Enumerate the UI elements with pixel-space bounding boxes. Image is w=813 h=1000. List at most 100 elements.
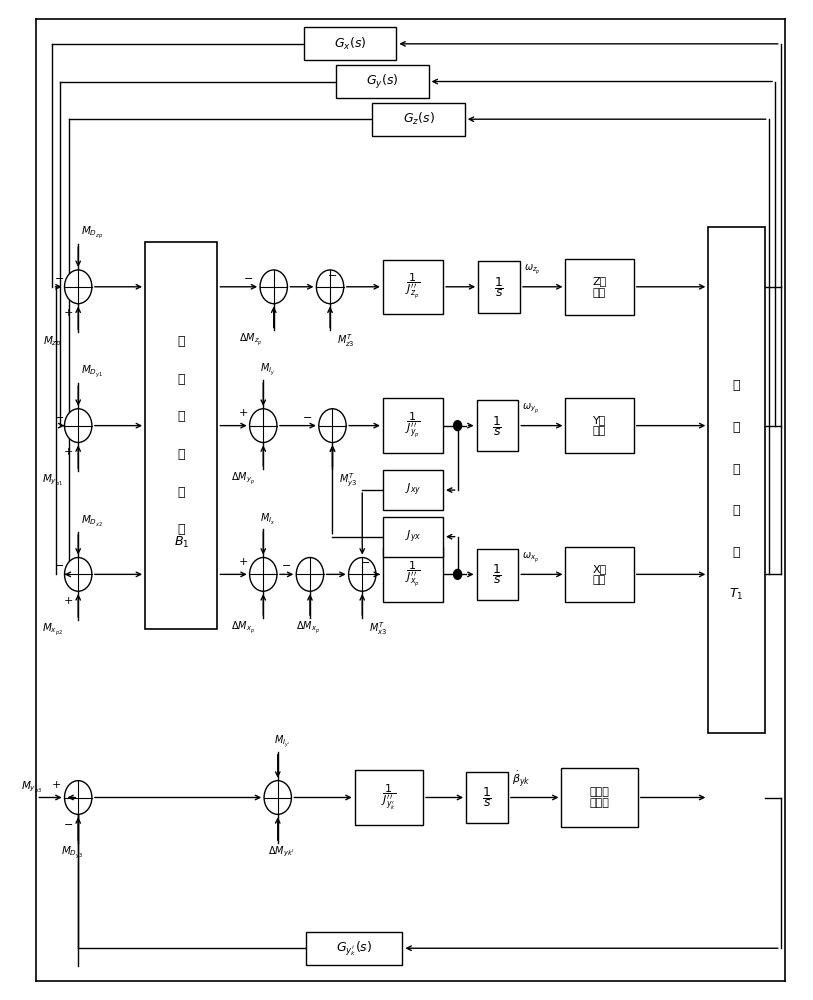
Text: 力: 力: [177, 335, 185, 348]
Circle shape: [64, 558, 92, 591]
Text: $\dfrac{1}{s}$: $\dfrac{1}{s}$: [493, 562, 502, 586]
Circle shape: [454, 569, 462, 579]
Text: $+$: $+$: [238, 556, 248, 567]
Circle shape: [316, 270, 344, 304]
Text: $-$: $-$: [359, 556, 370, 566]
Text: $T_1$: $T_1$: [729, 587, 744, 602]
Circle shape: [264, 781, 291, 814]
Bar: [708, 227, 764, 733]
Bar: [336, 65, 428, 98]
Bar: [383, 470, 443, 510]
Bar: [304, 27, 397, 60]
Text: 换: 换: [177, 448, 185, 461]
Text: $\dfrac{1}{J_{y_p}^{\prime\prime}}$: $\dfrac{1}{J_{y_p}^{\prime\prime}}$: [405, 411, 421, 440]
Bar: [478, 261, 520, 313]
Text: $\dfrac{1}{s}$: $\dfrac{1}{s}$: [494, 275, 504, 299]
Circle shape: [319, 409, 346, 442]
Text: $M_{zp}$: $M_{zp}$: [43, 334, 62, 349]
Circle shape: [296, 558, 324, 591]
Bar: [466, 772, 508, 823]
Text: 空: 空: [733, 379, 740, 392]
Text: $B_1$: $B_1$: [173, 535, 189, 550]
Text: 矩: 矩: [177, 373, 185, 386]
Text: $+$: $+$: [63, 595, 73, 606]
Circle shape: [454, 421, 462, 431]
Text: $+$: $+$: [50, 779, 61, 790]
Circle shape: [64, 270, 92, 304]
Text: $-$: $-$: [302, 411, 312, 421]
Text: $M_{y_{p1}}$: $M_{y_{p1}}$: [41, 473, 63, 489]
Text: $-$: $-$: [63, 818, 73, 828]
Text: $\Delta M_{x_p}$: $\Delta M_{x_p}$: [296, 620, 320, 636]
Text: $\omega_{z_p}$: $\omega_{z_p}$: [524, 263, 541, 277]
Text: $-$: $-$: [54, 411, 64, 421]
Text: $M_{I_{y'}}$: $M_{I_{y'}}$: [274, 734, 290, 750]
Text: $-$: $-$: [328, 269, 337, 279]
Text: $M_{I_y}$: $M_{I_y}$: [259, 362, 275, 378]
Bar: [372, 103, 465, 136]
Bar: [354, 770, 423, 825]
Text: 耦: 耦: [733, 504, 740, 517]
Text: $\Delta M_{y_p}$: $\Delta M_{y_p}$: [231, 471, 255, 487]
Text: $\dfrac{1}{J_{z_p}^{\prime\prime}}$: $\dfrac{1}{J_{z_p}^{\prime\prime}}$: [406, 272, 420, 301]
Text: $G_z(s)$: $G_z(s)$: [402, 111, 434, 127]
Circle shape: [260, 270, 288, 304]
Bar: [383, 398, 443, 453]
Text: Z陀
螺仪: Z陀 螺仪: [593, 276, 606, 298]
Bar: [476, 400, 519, 451]
Text: $\Delta M_{z_p}$: $\Delta M_{z_p}$: [240, 332, 263, 348]
Text: $-$: $-$: [243, 272, 254, 282]
Text: $J_{yx}$: $J_{yx}$: [405, 528, 421, 545]
Bar: [145, 242, 217, 629]
Text: $\dfrac{1}{J_{x_p}^{\prime\prime}}$: $\dfrac{1}{J_{x_p}^{\prime\prime}}$: [405, 560, 421, 589]
Text: $\Delta M_{yk'}$: $\Delta M_{yk'}$: [268, 845, 295, 859]
Text: $M_{D_{y3}}$: $M_{D_{y3}}$: [60, 845, 83, 861]
Text: $\dfrac{1}{s}$: $\dfrac{1}{s}$: [493, 414, 502, 438]
Text: $G_x(s)$: $G_x(s)$: [334, 36, 367, 52]
Text: $\omega_{y_p}$: $\omega_{y_p}$: [523, 402, 539, 416]
Bar: [562, 768, 638, 827]
Text: $M_{y_{p3}}$: $M_{y_{p3}}$: [21, 780, 42, 796]
Text: Y陀
螺仪: Y陀 螺仪: [593, 415, 606, 436]
Circle shape: [349, 558, 376, 591]
Text: $+$: $+$: [63, 446, 73, 457]
Circle shape: [64, 781, 92, 814]
Bar: [476, 549, 519, 600]
Text: $+$: $+$: [63, 307, 73, 318]
Text: $+$: $+$: [238, 407, 248, 418]
Text: $\omega_{x_p}$: $\omega_{x_p}$: [523, 550, 539, 565]
Text: $-$: $-$: [54, 559, 64, 569]
Text: 矩: 矩: [177, 486, 185, 499]
Text: X陀
螺仪: X陀 螺仪: [593, 564, 606, 585]
Text: 阵: 阵: [177, 523, 185, 536]
Circle shape: [64, 409, 92, 442]
Bar: [383, 547, 443, 602]
Bar: [383, 260, 443, 314]
Text: $G_y(s)$: $G_y(s)$: [366, 73, 398, 91]
Text: $M_{z3}^T$: $M_{z3}^T$: [337, 332, 355, 349]
Text: 间: 间: [733, 421, 740, 434]
Text: $-$: $-$: [54, 272, 64, 282]
Text: $J_{xy}$: $J_{xy}$: [405, 482, 421, 498]
Circle shape: [250, 558, 277, 591]
Text: $G_{y_k'}(s)$: $G_{y_k'}(s)$: [336, 939, 372, 958]
Text: $\dfrac{1}{J_{y_k'}^{\prime\prime}}$: $\dfrac{1}{J_{y_k'}^{\prime\prime}}$: [381, 783, 397, 812]
Text: 变: 变: [177, 410, 185, 423]
Text: 内环轴
角速率: 内环轴 角速率: [589, 787, 610, 808]
Text: $\dfrac{1}{s}$: $\dfrac{1}{s}$: [482, 786, 492, 809]
Text: $M_{D_{zp}}$: $M_{D_{zp}}$: [80, 225, 102, 241]
Text: 解: 解: [733, 463, 740, 476]
Bar: [565, 398, 634, 453]
Text: $M_{D_{y1}}$: $M_{D_{y1}}$: [80, 364, 103, 380]
Text: $\dot{\beta}_{yk}$: $\dot{\beta}_{yk}$: [512, 769, 531, 789]
Bar: [383, 517, 443, 557]
Text: $M_{D_{x2}}$: $M_{D_{x2}}$: [80, 514, 103, 529]
Text: $M_{x3}^T$: $M_{x3}^T$: [369, 620, 388, 637]
Text: $M_{y3}^T$: $M_{y3}^T$: [340, 471, 358, 489]
Text: $M_{x_{p2}}$: $M_{x_{p2}}$: [41, 622, 63, 638]
Circle shape: [250, 409, 277, 442]
Bar: [306, 932, 402, 965]
Text: $M_{I_x}$: $M_{I_x}$: [259, 512, 275, 527]
Text: $-$: $-$: [280, 559, 290, 569]
Text: 器: 器: [733, 546, 740, 559]
